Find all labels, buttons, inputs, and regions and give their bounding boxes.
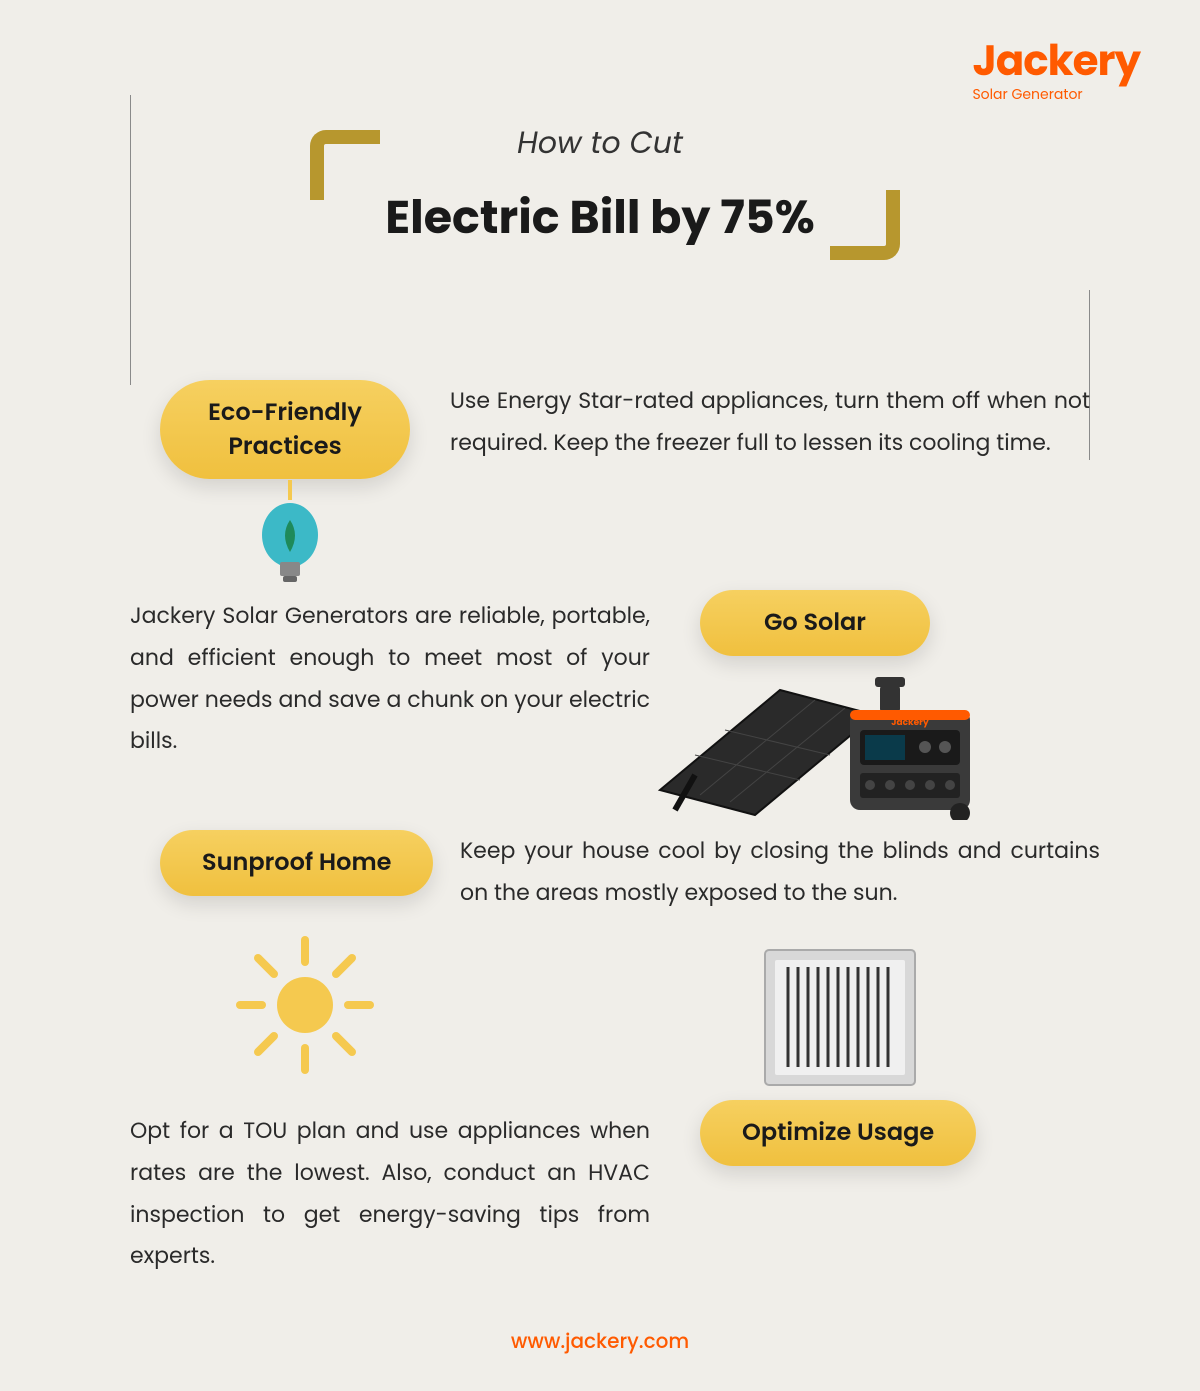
text-sunproof: Keep your house cool by closing the blin… (460, 830, 1100, 914)
logo-text: Jackery (972, 40, 1140, 82)
bracket-bottom-right-icon (830, 190, 900, 260)
footer-url: www.jackery.com (511, 1326, 689, 1356)
air-conditioner-icon (760, 945, 920, 1095)
svg-text:Jackery: Jackery (891, 717, 929, 729)
subtitle: How to Cut (385, 120, 815, 166)
text-optimize: Opt for a TOU plan and use appliances wh… (130, 1110, 650, 1277)
lightbulb-leaf-icon (250, 480, 330, 590)
pill-sunproof: Sunproof Home (160, 830, 433, 896)
text-eco-friendly: Use Energy Star-rated appliances, turn t… (450, 380, 1090, 464)
brand-logo: Jackery Solar Generator (972, 40, 1140, 105)
pill-eco-friendly: Eco-Friendly Practices (160, 380, 410, 479)
heading-block: How to Cut Electric Bill by 75% (385, 120, 815, 253)
sun-icon (230, 930, 380, 1080)
text-go-solar: Jackery Solar Generators are reliable, p… (130, 595, 650, 762)
divider-line (130, 95, 131, 385)
page-title: Electric Bill by 75% (385, 184, 815, 253)
pill-go-solar: Go Solar (700, 590, 930, 656)
pill-optimize: Optimize Usage (700, 1100, 976, 1166)
solar-generator-icon: Jackery (650, 660, 990, 820)
bracket-top-left-icon (310, 130, 380, 200)
